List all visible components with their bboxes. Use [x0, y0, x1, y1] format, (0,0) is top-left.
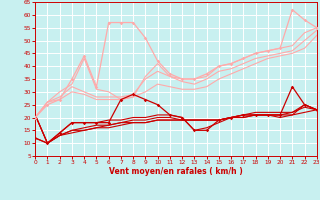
X-axis label: Vent moyen/en rafales ( km/h ): Vent moyen/en rafales ( km/h ): [109, 167, 243, 176]
